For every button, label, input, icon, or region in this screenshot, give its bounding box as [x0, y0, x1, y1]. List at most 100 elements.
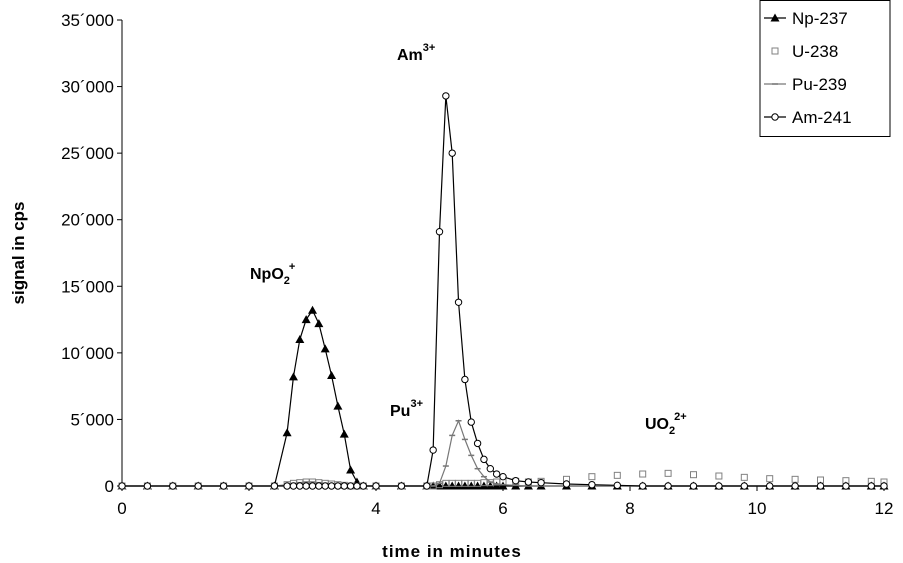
marker	[613, 471, 621, 479]
annotation-sup: 2+	[674, 411, 687, 423]
marker	[639, 482, 647, 490]
series-line	[122, 309, 884, 487]
legend-box	[759, 0, 891, 137]
marker	[537, 478, 545, 487]
marker	[766, 482, 774, 490]
marker	[308, 305, 317, 314]
marker	[441, 481, 451, 490]
annotation-sup: +	[289, 261, 295, 273]
legend-label: Pu-239	[792, 75, 847, 94]
marker	[791, 475, 799, 483]
marker	[295, 335, 305, 344]
marker	[466, 481, 476, 490]
y-tick-label: 5´000	[71, 410, 114, 429]
marker	[664, 482, 672, 490]
annotation: Pu3+	[390, 398, 423, 420]
annotation-sup: 3+	[423, 42, 436, 54]
marker	[740, 482, 748, 490]
marker	[480, 455, 488, 464]
marker	[613, 481, 621, 490]
marker	[346, 465, 356, 474]
marker	[339, 429, 349, 438]
x-tick-label: 4	[371, 499, 380, 518]
annotation-text: Pu	[390, 403, 410, 420]
marker	[467, 418, 475, 426]
y-tick-label: 15´000	[61, 277, 114, 296]
marker	[473, 439, 482, 448]
y-tick-label: 10´000	[61, 344, 114, 363]
marker	[308, 482, 317, 490]
marker	[314, 319, 324, 328]
marker	[447, 481, 457, 490]
marker	[429, 446, 437, 454]
y-tick-label: 25´000	[61, 144, 114, 163]
marker	[289, 482, 298, 490]
marker	[588, 473, 596, 481]
marker	[442, 92, 450, 100]
marker	[664, 469, 672, 477]
legend-label: Am-241	[792, 108, 852, 127]
marker	[512, 476, 520, 485]
marker	[372, 482, 380, 490]
marker	[340, 482, 348, 490]
annotation-text: Am	[397, 47, 423, 64]
marker	[118, 482, 126, 490]
marker	[499, 472, 507, 481]
marker	[454, 298, 463, 306]
marker	[771, 113, 779, 121]
marker	[842, 482, 850, 490]
x-tick-label: 8	[625, 499, 634, 518]
marker	[169, 482, 177, 490]
y-tick-label: 35´000	[61, 11, 114, 30]
marker	[282, 428, 292, 437]
marker	[562, 480, 571, 488]
y-tick-label: 0	[105, 477, 114, 496]
x-axis-label: time in minutes	[382, 542, 522, 561]
legend-label: U-238	[792, 42, 838, 61]
marker	[333, 401, 343, 410]
marker	[771, 47, 779, 55]
y-axis-label: signal in cps	[9, 202, 28, 305]
annotation-sub: 2	[669, 425, 675, 437]
marker	[288, 372, 298, 381]
annotation-sub: 2	[284, 275, 290, 287]
marker	[219, 482, 228, 490]
marker	[320, 344, 330, 353]
x-tick-label: 12	[875, 499, 894, 518]
marker	[690, 471, 697, 479]
marker	[867, 482, 875, 490]
marker	[715, 472, 723, 480]
marker	[194, 482, 202, 490]
marker	[245, 482, 253, 490]
marker	[740, 473, 748, 481]
marker	[770, 13, 780, 22]
y-tick-label: 30´000	[61, 78, 114, 97]
marker	[397, 482, 406, 490]
x-tick-label: 6	[498, 499, 507, 518]
marker	[315, 482, 323, 490]
marker	[880, 482, 888, 490]
marker	[301, 315, 311, 324]
marker	[639, 470, 647, 478]
marker	[715, 482, 723, 490]
marker	[302, 482, 310, 490]
marker	[334, 482, 342, 490]
marker	[454, 481, 464, 490]
marker	[270, 482, 279, 490]
annotation: NpO2 +	[250, 261, 295, 287]
marker	[423, 482, 431, 490]
annotation: UO2 2+	[645, 411, 687, 437]
annotation: Am3+	[397, 42, 435, 64]
x-tick-label: 2	[244, 499, 253, 518]
marker	[766, 475, 774, 483]
marker	[816, 482, 825, 490]
marker	[461, 375, 469, 384]
series-line	[122, 95, 884, 487]
marker	[460, 481, 470, 490]
marker	[791, 482, 799, 490]
marker	[143, 482, 152, 490]
annotation-sup: 3+	[410, 398, 423, 410]
marker	[689, 482, 698, 490]
marker	[359, 482, 367, 490]
